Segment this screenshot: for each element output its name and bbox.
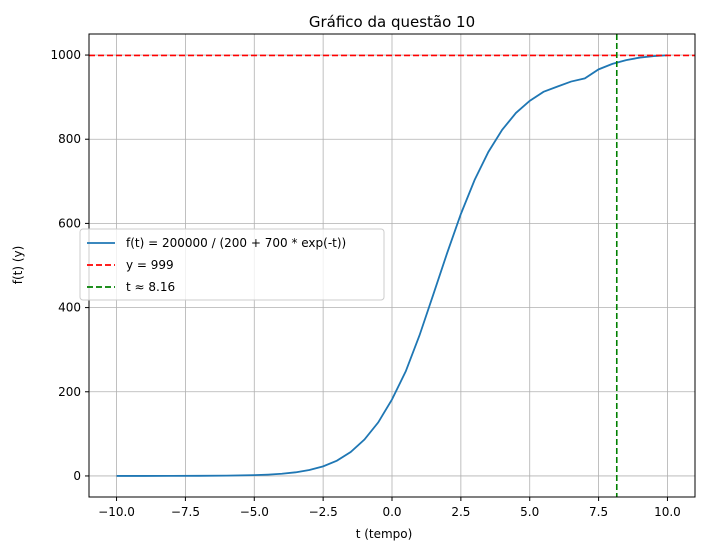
x-axis-ticks: −10.0 −7.5 −5.0 −2.5 0.0 2.5 5.0 7.5 10.0 xyxy=(98,497,681,519)
plot-lines xyxy=(89,34,695,497)
y-tick-label: 400 xyxy=(58,301,81,315)
grid xyxy=(89,34,695,497)
x-tick-label: −7.5 xyxy=(171,505,200,519)
x-axis-label: t (tempo) xyxy=(356,527,413,541)
legend-box xyxy=(79,228,385,301)
y-tick-label: 0 xyxy=(73,469,81,483)
legend: f(t) = 200000 / (200 + 700 * exp(-t)) y =… xyxy=(79,228,385,301)
legend-entry-label: t ≈ 8.16 xyxy=(126,280,175,294)
legend-entry-label: f(t) = 200000 / (200 + 700 * exp(-t)) xyxy=(126,236,346,250)
x-tick-label: 7.5 xyxy=(589,505,608,519)
x-tick-label: 2.5 xyxy=(451,505,470,519)
x-tick-label: −5.0 xyxy=(240,505,269,519)
y-tick-label: 200 xyxy=(58,385,81,399)
series-line-logistic xyxy=(116,54,668,477)
x-tick-label: −10.0 xyxy=(98,505,135,519)
x-tick-label: 0.0 xyxy=(382,505,401,519)
x-tick-label: 10.0 xyxy=(654,505,681,519)
y-tick-label: 1000 xyxy=(50,48,81,62)
x-tick-label: 5.0 xyxy=(520,505,539,519)
y-axis-ticks: 0 200 400 600 800 1000 xyxy=(50,48,89,483)
y-tick-label: 600 xyxy=(58,216,81,230)
y-axis-label: f(t) (y) xyxy=(11,246,25,285)
legend-entry-label: y = 999 xyxy=(126,258,174,272)
x-tick-label: −2.5 xyxy=(309,505,338,519)
y-tick-label: 800 xyxy=(58,132,81,146)
chart-title: Gráfico da questão 10 xyxy=(309,13,475,31)
